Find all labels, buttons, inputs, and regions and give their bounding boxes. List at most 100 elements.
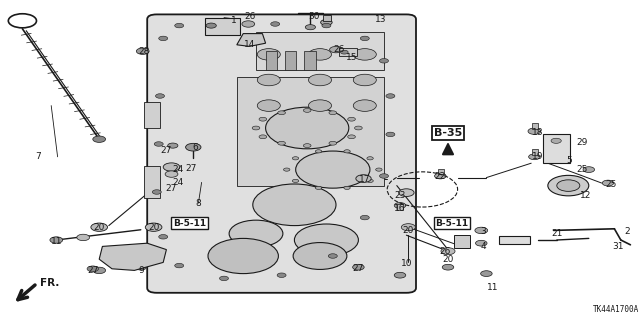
Bar (499, 236, 530, 244)
Circle shape (257, 100, 280, 111)
Text: 5: 5 (567, 156, 572, 164)
Text: 7: 7 (36, 152, 41, 161)
Circle shape (303, 108, 311, 112)
Circle shape (156, 94, 164, 98)
Text: 4: 4 (481, 242, 486, 251)
Circle shape (476, 240, 487, 246)
Text: B-5-11: B-5-11 (173, 219, 206, 228)
Bar (323, 15, 331, 21)
Circle shape (399, 189, 414, 196)
Circle shape (208, 238, 278, 274)
Circle shape (441, 248, 455, 255)
Text: B-5-11: B-5-11 (435, 219, 468, 228)
Circle shape (266, 107, 349, 149)
Text: 31: 31 (612, 242, 623, 251)
Circle shape (367, 179, 373, 182)
Text: 1: 1 (231, 16, 236, 25)
Text: 8: 8 (196, 199, 201, 208)
Circle shape (259, 135, 267, 139)
Circle shape (353, 49, 376, 60)
Text: 24: 24 (172, 165, 184, 174)
Circle shape (435, 173, 446, 179)
Text: 6: 6 (193, 143, 198, 152)
Circle shape (305, 25, 316, 30)
Circle shape (348, 117, 355, 121)
Circle shape (602, 180, 614, 186)
Polygon shape (237, 34, 266, 46)
Circle shape (380, 59, 388, 63)
Text: 10: 10 (401, 260, 412, 268)
Circle shape (252, 126, 260, 130)
Circle shape (206, 23, 216, 28)
Circle shape (329, 111, 337, 115)
Circle shape (168, 143, 178, 148)
Circle shape (316, 186, 322, 189)
Text: 27: 27 (87, 266, 99, 275)
Circle shape (321, 20, 332, 25)
Circle shape (367, 157, 373, 160)
Bar (532, 123, 538, 129)
Circle shape (278, 111, 285, 115)
Circle shape (551, 138, 561, 143)
Text: 19: 19 (532, 152, 543, 161)
Circle shape (159, 235, 168, 239)
Text: TK44A1700A: TK44A1700A (593, 305, 639, 314)
Circle shape (583, 167, 595, 172)
Circle shape (186, 143, 201, 151)
Text: 29: 29 (577, 138, 588, 147)
Circle shape (376, 168, 382, 171)
Text: 14: 14 (244, 40, 255, 49)
FancyBboxPatch shape (147, 14, 416, 293)
Circle shape (278, 141, 285, 145)
Circle shape (355, 126, 362, 130)
Circle shape (135, 263, 147, 268)
Bar (532, 149, 538, 155)
Circle shape (175, 263, 184, 268)
Circle shape (360, 215, 369, 220)
Bar (397, 204, 403, 210)
Circle shape (348, 135, 355, 139)
Circle shape (328, 254, 337, 258)
Text: 13: 13 (375, 15, 387, 24)
Bar (205, 18, 240, 35)
Circle shape (353, 100, 376, 111)
Text: 25: 25 (605, 180, 617, 188)
Circle shape (136, 48, 149, 54)
Text: 18: 18 (532, 128, 543, 137)
Bar (304, 51, 316, 70)
Circle shape (344, 186, 350, 189)
Bar (454, 235, 470, 248)
Circle shape (242, 21, 255, 27)
Circle shape (77, 234, 90, 241)
Circle shape (159, 36, 168, 41)
Circle shape (386, 94, 395, 98)
Text: 16: 16 (394, 204, 406, 212)
Circle shape (316, 150, 322, 153)
Text: 27: 27 (161, 146, 172, 155)
Circle shape (529, 154, 540, 160)
Circle shape (145, 223, 162, 231)
Text: 27: 27 (185, 164, 196, 172)
Circle shape (135, 264, 147, 270)
Circle shape (353, 264, 364, 270)
Text: 27: 27 (353, 264, 364, 273)
Text: 20: 20 (403, 226, 414, 235)
Circle shape (220, 276, 228, 281)
Text: 17: 17 (359, 175, 371, 184)
Bar (438, 169, 444, 174)
Circle shape (308, 100, 332, 111)
Circle shape (340, 50, 348, 54)
Circle shape (322, 23, 331, 28)
Circle shape (257, 74, 280, 86)
Circle shape (481, 271, 492, 276)
Circle shape (360, 36, 369, 41)
Circle shape (308, 49, 332, 60)
Text: 22: 22 (435, 172, 446, 180)
Text: 26: 26 (244, 12, 255, 20)
Circle shape (294, 224, 358, 256)
Text: 23: 23 (394, 191, 406, 200)
Circle shape (165, 171, 178, 177)
Circle shape (220, 20, 228, 25)
Text: 24: 24 (172, 178, 184, 187)
Circle shape (330, 46, 342, 53)
